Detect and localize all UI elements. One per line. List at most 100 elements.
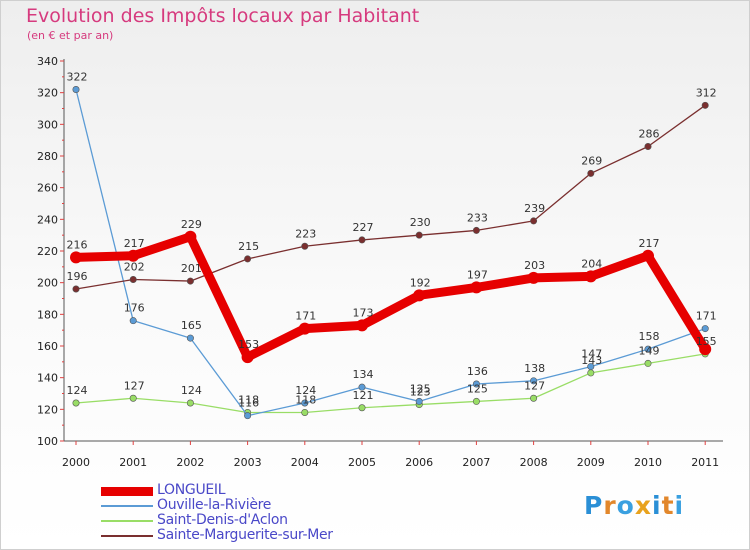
data-label: 127 (124, 379, 145, 392)
data-label: 176 (124, 302, 145, 315)
data-point (472, 380, 480, 388)
data-point (129, 394, 137, 402)
data-point (584, 270, 597, 283)
data-label: 217 (124, 237, 145, 250)
y-tick-label: 180 (37, 308, 58, 321)
data-point (701, 325, 709, 333)
data-point (470, 281, 483, 294)
logo-letter: r (603, 491, 617, 520)
y-tick-label: 120 (37, 403, 58, 416)
legend-swatch (101, 505, 153, 507)
data-point (587, 169, 595, 177)
data-label: 153 (238, 338, 259, 351)
series-line (75, 353, 706, 414)
data-label: 223 (295, 227, 316, 240)
x-tick-label: 2001 (119, 456, 147, 469)
data-label: 121 (353, 389, 374, 402)
data-point (413, 289, 426, 302)
x-tick-label: 2002 (176, 456, 204, 469)
data-label: 216 (67, 238, 88, 251)
legend-swatch (101, 486, 153, 496)
data-point (186, 334, 194, 342)
data-label: 217 (639, 237, 660, 250)
data-point (472, 226, 480, 234)
data-label: 173 (353, 306, 374, 319)
legend-label: Saint-Denis-d'Aclon (157, 512, 288, 528)
y-tick-label: 220 (37, 245, 58, 258)
series-line (75, 104, 706, 290)
data-point (644, 143, 652, 151)
data-label: 125 (467, 382, 488, 395)
data-point (129, 275, 137, 283)
data-label: 239 (524, 202, 545, 215)
data-label: 286 (639, 128, 660, 141)
y-tick-label: 140 (37, 372, 58, 385)
data-label: 204 (581, 257, 602, 270)
data-point (127, 249, 140, 262)
y-tick-label: 320 (37, 87, 58, 100)
data-label: 201 (181, 262, 202, 275)
data-point (244, 255, 252, 263)
data-label: 124 (295, 384, 316, 397)
legend-swatch (101, 535, 153, 537)
legend-label: Sainte-Marguerite-sur-Mer (157, 527, 333, 543)
data-point (587, 363, 595, 371)
data-point (72, 399, 80, 407)
x-tick-label: 2009 (577, 456, 605, 469)
y-tick-label: 100 (37, 435, 58, 448)
data-point (358, 404, 366, 412)
data-label: 197 (467, 268, 488, 281)
data-label: 215 (238, 240, 259, 253)
x-tick-label: 2004 (291, 456, 319, 469)
y-tick-label: 200 (37, 277, 58, 290)
data-label: 124 (67, 384, 88, 397)
chart-title: Evolution des Impôts locaux par Habitant (26, 5, 420, 27)
data-point (472, 397, 480, 405)
x-tick-label: 2010 (634, 456, 662, 469)
logo-letter: P (584, 491, 604, 520)
legend-label: LONGUEIL (157, 482, 226, 498)
x-tick-label: 2005 (348, 456, 376, 469)
data-point (701, 101, 709, 109)
logo-letter: i (674, 491, 685, 520)
y-tick-label: 160 (37, 340, 58, 353)
data-label: 123 (410, 386, 431, 399)
data-label: 165 (181, 319, 202, 332)
data-label: 203 (524, 259, 545, 272)
data-point (301, 408, 309, 416)
data-label: 118 (295, 394, 316, 407)
legend-swatch (101, 520, 153, 522)
logo-letter: o (616, 491, 635, 520)
data-point (72, 285, 80, 293)
data-point (530, 377, 538, 385)
data-point (186, 399, 194, 407)
data-point (415, 231, 423, 239)
data-label: 118 (238, 394, 259, 407)
data-label: 233 (467, 211, 488, 224)
data-point (642, 249, 654, 262)
x-tick-label: 2008 (520, 456, 548, 469)
data-point (530, 394, 538, 402)
series-line (71, 232, 710, 362)
data-point (298, 322, 311, 335)
y-tick-label: 280 (37, 150, 58, 163)
y-tick-label: 340 (37, 55, 58, 68)
data-point (241, 351, 254, 364)
legend-label: Ouville-la-Rivière (157, 497, 272, 513)
data-label: 138 (524, 362, 545, 375)
data-point (415, 397, 423, 405)
x-tick-label: 2000 (62, 456, 90, 469)
data-point (530, 217, 538, 225)
data-label: 158 (639, 330, 660, 343)
data-label: 196 (67, 270, 88, 283)
data-point (129, 317, 137, 325)
data-label: 269 (581, 154, 602, 167)
series-line (75, 88, 706, 417)
y-tick-label: 240 (37, 213, 58, 226)
data-label: 134 (353, 368, 374, 381)
y-tick-label: 260 (37, 182, 58, 195)
logo-letter: i (652, 491, 662, 520)
logo-letter: x (634, 491, 652, 520)
x-tick-label: 2011 (691, 456, 719, 469)
